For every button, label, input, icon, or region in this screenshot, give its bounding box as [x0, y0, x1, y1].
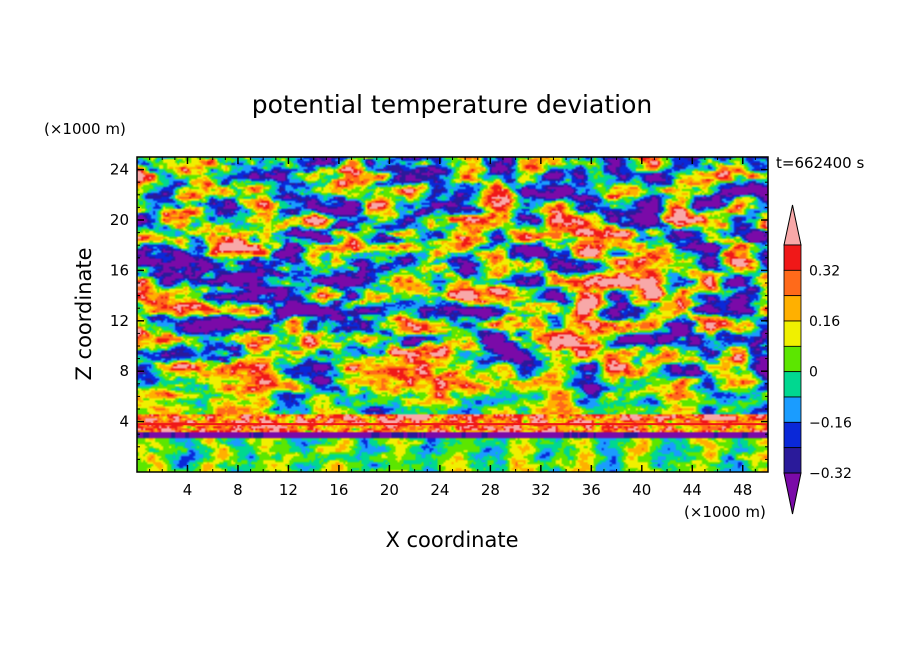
x-axis-label: X coordinate: [385, 528, 518, 552]
colorbar-extend-min: [783, 472, 802, 515]
colorbar-swatch: [783, 421, 802, 449]
heatmap-image: [137, 157, 768, 472]
y-tick-label: 20: [110, 211, 129, 229]
colorbar-swatch: [783, 371, 802, 398]
x-axis: 4 8 12 16 20 24 28 32 36 40 44 48: [149, 157, 756, 499]
y-axis-label: Z coordinate: [72, 247, 96, 380]
colorbar-label: −0.32: [809, 466, 852, 482]
x-tick-label: 44: [683, 481, 702, 499]
x-tick-label: 36: [582, 481, 601, 499]
colorbar-label: −0.16: [809, 415, 852, 431]
colorbar-swatch: [783, 269, 802, 297]
y-unit-label: (×1000 m): [44, 120, 126, 138]
x-tick-label: 12: [279, 481, 298, 499]
x-tick-label: 40: [632, 481, 651, 499]
colorbar-swatch: [783, 244, 802, 271]
colorbar-label: 0.16: [809, 314, 840, 330]
x-unit-label: (×1000 m): [684, 503, 766, 521]
colorbar-swatch: [783, 345, 802, 373]
colorbar-swatch: [783, 295, 802, 322]
y-tick-label: 4: [119, 413, 129, 431]
y-tick-label: 24: [110, 161, 129, 179]
heatmap-field: [137, 157, 768, 472]
y-tick-label: 12: [110, 312, 129, 330]
colorbar-extend-max: [783, 204, 802, 246]
x-tick-label: 28: [481, 481, 500, 499]
y-tick-label: 16: [110, 261, 129, 279]
x-tick-label: 24: [430, 481, 449, 499]
time-label: t=662400 s: [776, 154, 864, 172]
colorbar: 0.32 0.16 0 −0.16 −0.32: [783, 204, 852, 515]
chart-title: potential temperature deviation: [252, 90, 652, 119]
x-tick-label: 32: [531, 481, 550, 499]
x-tick-label: 16: [329, 481, 348, 499]
x-tick-label: 20: [380, 481, 399, 499]
x-tick-label: 48: [733, 481, 752, 499]
colorbar-label: 0.32: [809, 263, 840, 279]
colorbar-swatch: [783, 447, 802, 474]
colorbar-swatch: [783, 320, 802, 347]
y-axis: 4 8 12 16 20 24: [110, 161, 768, 460]
colorbar-swatch: [783, 396, 802, 423]
x-tick-label: 4: [183, 481, 193, 499]
x-tick-label: 8: [233, 481, 243, 499]
y-tick-label: 8: [119, 362, 129, 380]
colorbar-label: 0: [809, 365, 818, 381]
